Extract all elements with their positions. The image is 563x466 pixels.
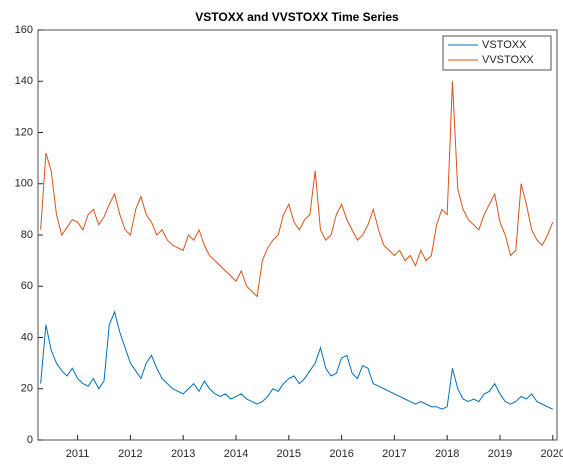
y-tick-label: 80	[21, 229, 33, 241]
x-tick-label: 2012	[118, 448, 142, 460]
legend-box	[442, 35, 552, 71]
series-line	[40, 310, 553, 410]
y-tick-label: 0	[27, 434, 33, 446]
chart-title: VSTOXX and VVSTOXX Time Series	[195, 10, 399, 24]
series-line	[40, 81, 554, 298]
x-tick-label: 2020	[541, 448, 563, 460]
y-tick-label: 100	[15, 178, 33, 190]
x-tick-label: 2011	[66, 448, 90, 460]
y-tick-label: 40	[21, 331, 33, 343]
x-tick-label: 2016	[329, 448, 353, 460]
x-tick-label: 2018	[435, 448, 459, 460]
x-tick-label: 2015	[277, 448, 301, 460]
legend-label: VSTOXX	[482, 39, 527, 51]
legend-label: VVSTOXX	[482, 54, 534, 66]
x-tick-label: 2017	[382, 448, 406, 460]
axes-box	[37, 29, 558, 441]
y-tick-label: 20	[21, 383, 33, 395]
y-tick-label: 140	[15, 75, 33, 87]
y-tick-label: 160	[15, 24, 33, 36]
x-tick-label: 2014	[224, 448, 248, 460]
x-tick-label: 2019	[488, 448, 512, 460]
y-tick-label: 120	[15, 126, 33, 138]
x-tick-label: 2013	[171, 448, 195, 460]
y-tick-label: 60	[21, 280, 33, 292]
